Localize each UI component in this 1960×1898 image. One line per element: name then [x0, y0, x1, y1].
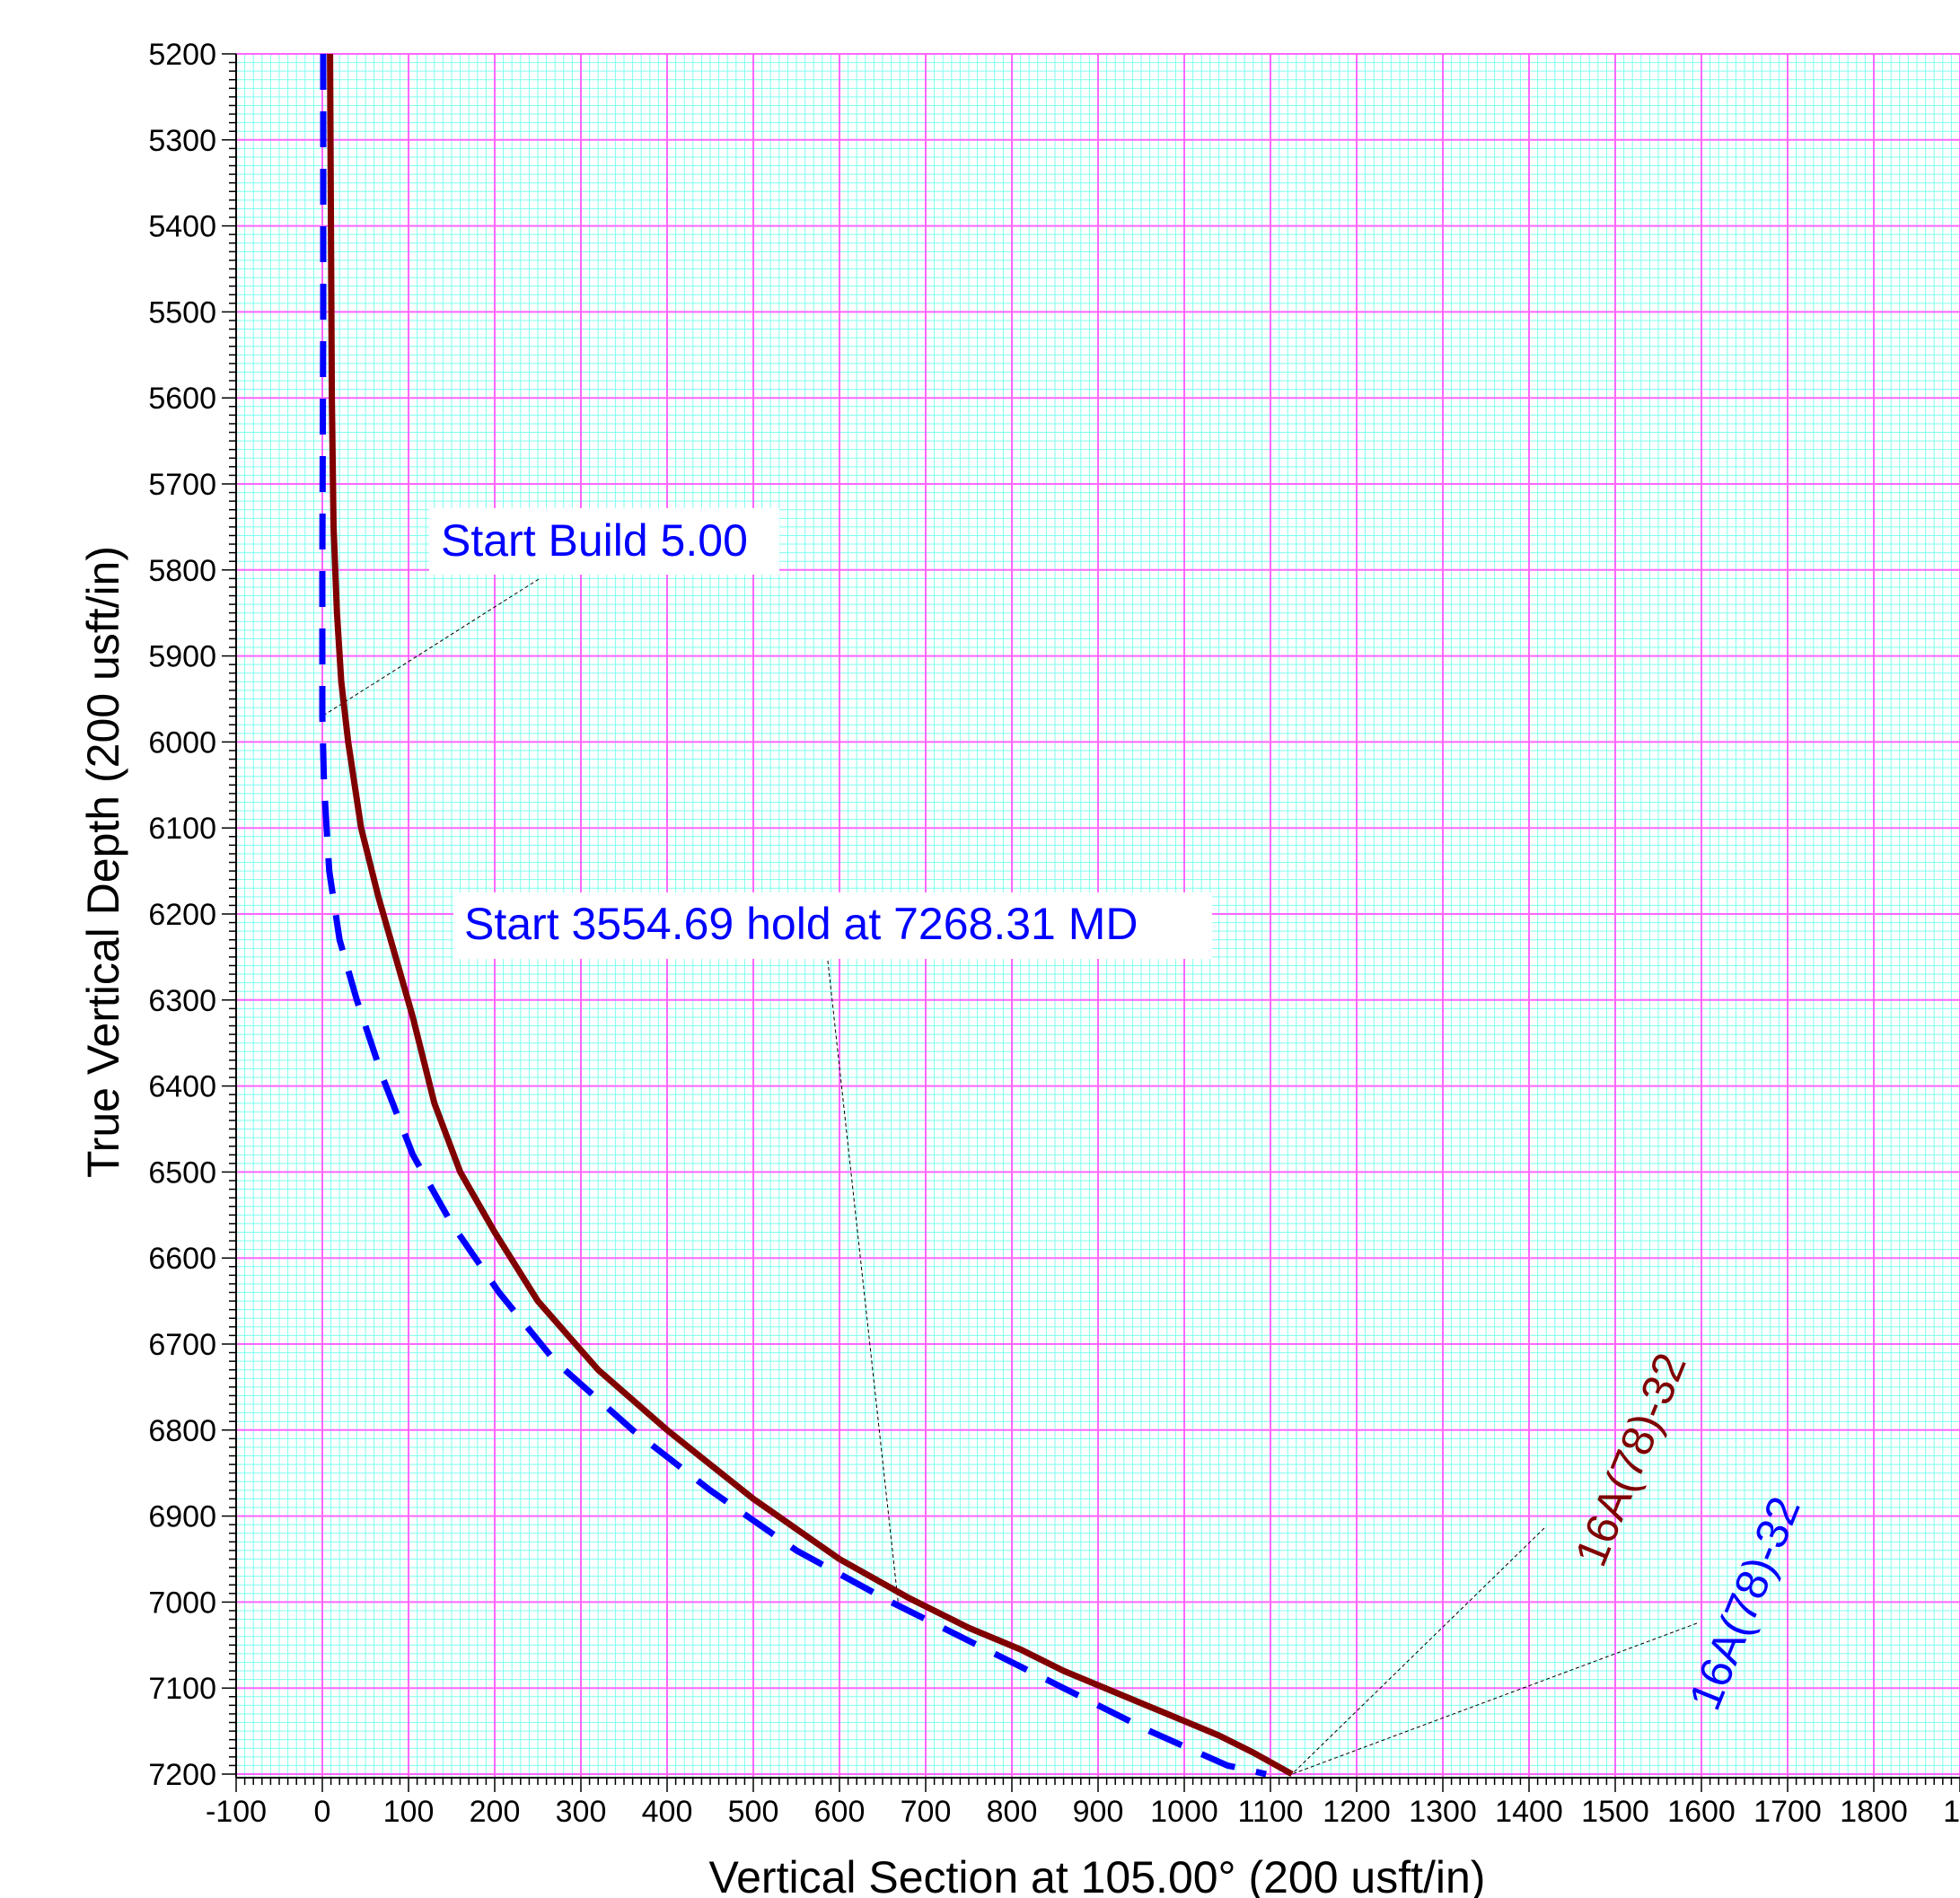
y-tick-label: 6200 [148, 898, 216, 932]
annotation-leader-line [1291, 1527, 1545, 1775]
y-tick-label: 6300 [148, 984, 216, 1018]
y-tick-label: 5300 [148, 124, 216, 158]
series-line-blue-dashed [319, 54, 1267, 1778]
x-tick-label: 500 [728, 1795, 779, 1829]
x-tick-label: 900 [1073, 1795, 1124, 1829]
x-tick-label: 1800 [1840, 1795, 1908, 1829]
x-tick-label: 1100 [1237, 1795, 1303, 1829]
x-tick-label: 300 [556, 1795, 607, 1829]
y-tick-label: 5800 [148, 554, 216, 588]
x-tick-label: 800 [987, 1795, 1038, 1829]
annotation-start-hold: Start 3554.69 hold at 7268.31 MD [453, 892, 1212, 959]
annotation-leader-line [827, 960, 899, 1603]
x-axis-label: Vertical Section at 105.00° (200 usft/in… [709, 1852, 1486, 1898]
y-tick-label: 5500 [148, 295, 216, 330]
annotation-start-build: Start Build 5.00 [429, 508, 779, 575]
y-axis-ticks: 5200 5300 5400 5500 5600 5700 5800 5900 6000 6100… [148, 38, 236, 1792]
x-tick-label: 400 [642, 1795, 693, 1829]
x-tick-label: 19 [1943, 1795, 1960, 1829]
x-tick-label: 600 [814, 1795, 866, 1829]
x-axis-ticks: -100 0 100 200 300 400 500 600 700 800 900 1000 1100… [206, 1778, 1960, 1829]
x-tick-label: 1200 [1323, 1795, 1391, 1829]
y-tick-label: 5900 [148, 640, 216, 674]
y-tick-label: 6100 [148, 812, 216, 846]
y-tick-label: 6500 [148, 1155, 216, 1190]
y-tick-label: 7200 [148, 1758, 216, 1792]
x-tick-label: 1000 [1150, 1795, 1218, 1829]
annotation-leader-line [321, 578, 540, 717]
x-tick-label: 200 [470, 1795, 521, 1829]
y-tick-label: 5200 [148, 38, 216, 72]
y-tick-label: 6600 [148, 1242, 216, 1276]
annotation-start-build-label: Start Build 5.00 [441, 515, 748, 566]
x-tick-label: 0 [314, 1795, 331, 1829]
y-tick-label: 7000 [148, 1586, 216, 1620]
x-tick-label: 1700 [1753, 1795, 1822, 1829]
annotation-leader-line [1291, 1622, 1698, 1775]
annotation-start-hold-label: Start 3554.69 hold at 7268.31 MD [464, 899, 1138, 949]
x-tick-label: -100 [206, 1795, 267, 1829]
y-tick-label: 6900 [148, 1500, 216, 1534]
y-tick-label: 5400 [148, 210, 216, 244]
y-tick-label: 5700 [148, 468, 216, 502]
x-tick-label: 100 [383, 1795, 435, 1829]
y-tick-label: 5600 [148, 382, 216, 416]
y-tick-label: 6800 [148, 1414, 216, 1448]
series-line-brown-solid [327, 53, 1294, 1778]
y-tick-label: 6400 [148, 1070, 216, 1104]
series-layer [319, 53, 1294, 1778]
x-tick-label: 1500 [1581, 1795, 1649, 1829]
major-grid [235, 53, 1960, 1778]
y-tick-label: 6700 [148, 1328, 216, 1362]
y-axis-label: True Vertical Depth (200 usft/in) [78, 546, 128, 1178]
minor-grid [235, 53, 1960, 1778]
x-tick-label: 1600 [1667, 1795, 1736, 1829]
y-tick-label: 6000 [148, 725, 216, 760]
x-tick-label: 1300 [1409, 1795, 1477, 1829]
x-tick-label: 1400 [1495, 1795, 1563, 1829]
y-tick-label: 7100 [148, 1672, 216, 1706]
x-tick-label: 700 [901, 1795, 952, 1829]
annotation-leader-lines [321, 578, 1698, 1775]
